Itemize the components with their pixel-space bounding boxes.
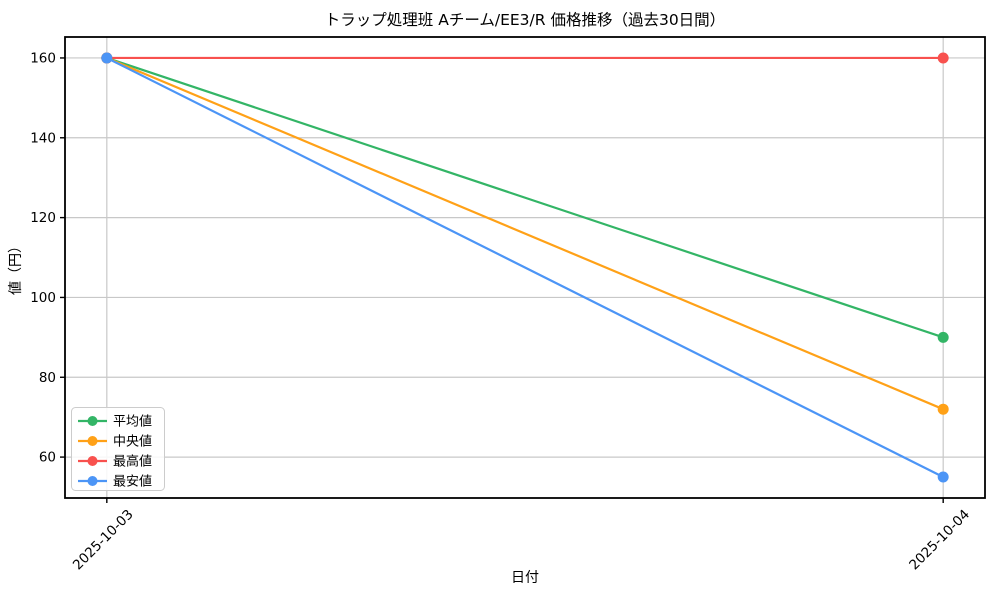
- legend-marker-icon: [87, 416, 98, 426]
- legend-item-max: 最高値: [78, 454, 152, 470]
- series-line-mean: [105, 56, 945, 339]
- legend-item-min: 最安値: [78, 474, 152, 490]
- legend-label: 最高値: [113, 454, 152, 470]
- legend-label: 中央値: [113, 434, 152, 450]
- axes-spines: [64, 36, 986, 499]
- y-tick-label: 120: [30, 210, 56, 226]
- legend-box: [71, 407, 165, 491]
- legend-marker-icon: [87, 456, 98, 466]
- chart-title: トラップ処理班 Aチーム/EE3/R 価格推移（過去30日間）: [325, 11, 725, 29]
- series-point-median: [937, 403, 949, 415]
- y-tick-label: 160: [30, 50, 56, 66]
- y-tick-label: 80: [39, 370, 56, 386]
- series-point-mean: [937, 331, 949, 343]
- y-tick-label: 100: [30, 290, 56, 306]
- series-point-min: [937, 471, 949, 483]
- x-axis-label: 日付: [511, 570, 539, 586]
- y-tick-label: 60: [39, 450, 56, 466]
- legend-item-mean: 平均値: [78, 414, 152, 430]
- y-axis-label: 値（円）: [8, 239, 24, 295]
- legend-item-median: 中央値: [78, 434, 152, 450]
- series-line-min: [105, 56, 945, 479]
- legend-marker-icon: [87, 476, 98, 486]
- y-tick-label: 140: [30, 130, 56, 146]
- series-point-max: [937, 52, 949, 64]
- x-tick-label: 2025-10-04: [906, 507, 973, 574]
- legend-label: 最安値: [113, 474, 152, 490]
- series-point-min: [101, 52, 113, 64]
- plot-area: 60 80 100 120 140 160 2025-10-03 2025-10-04 平均値中…: [30, 36, 986, 574]
- legend-marker-icon: [87, 436, 98, 446]
- series-line-median: [105, 56, 945, 411]
- x-tick-label: 2025-10-03: [70, 507, 137, 574]
- legend-label: 平均値: [113, 414, 152, 430]
